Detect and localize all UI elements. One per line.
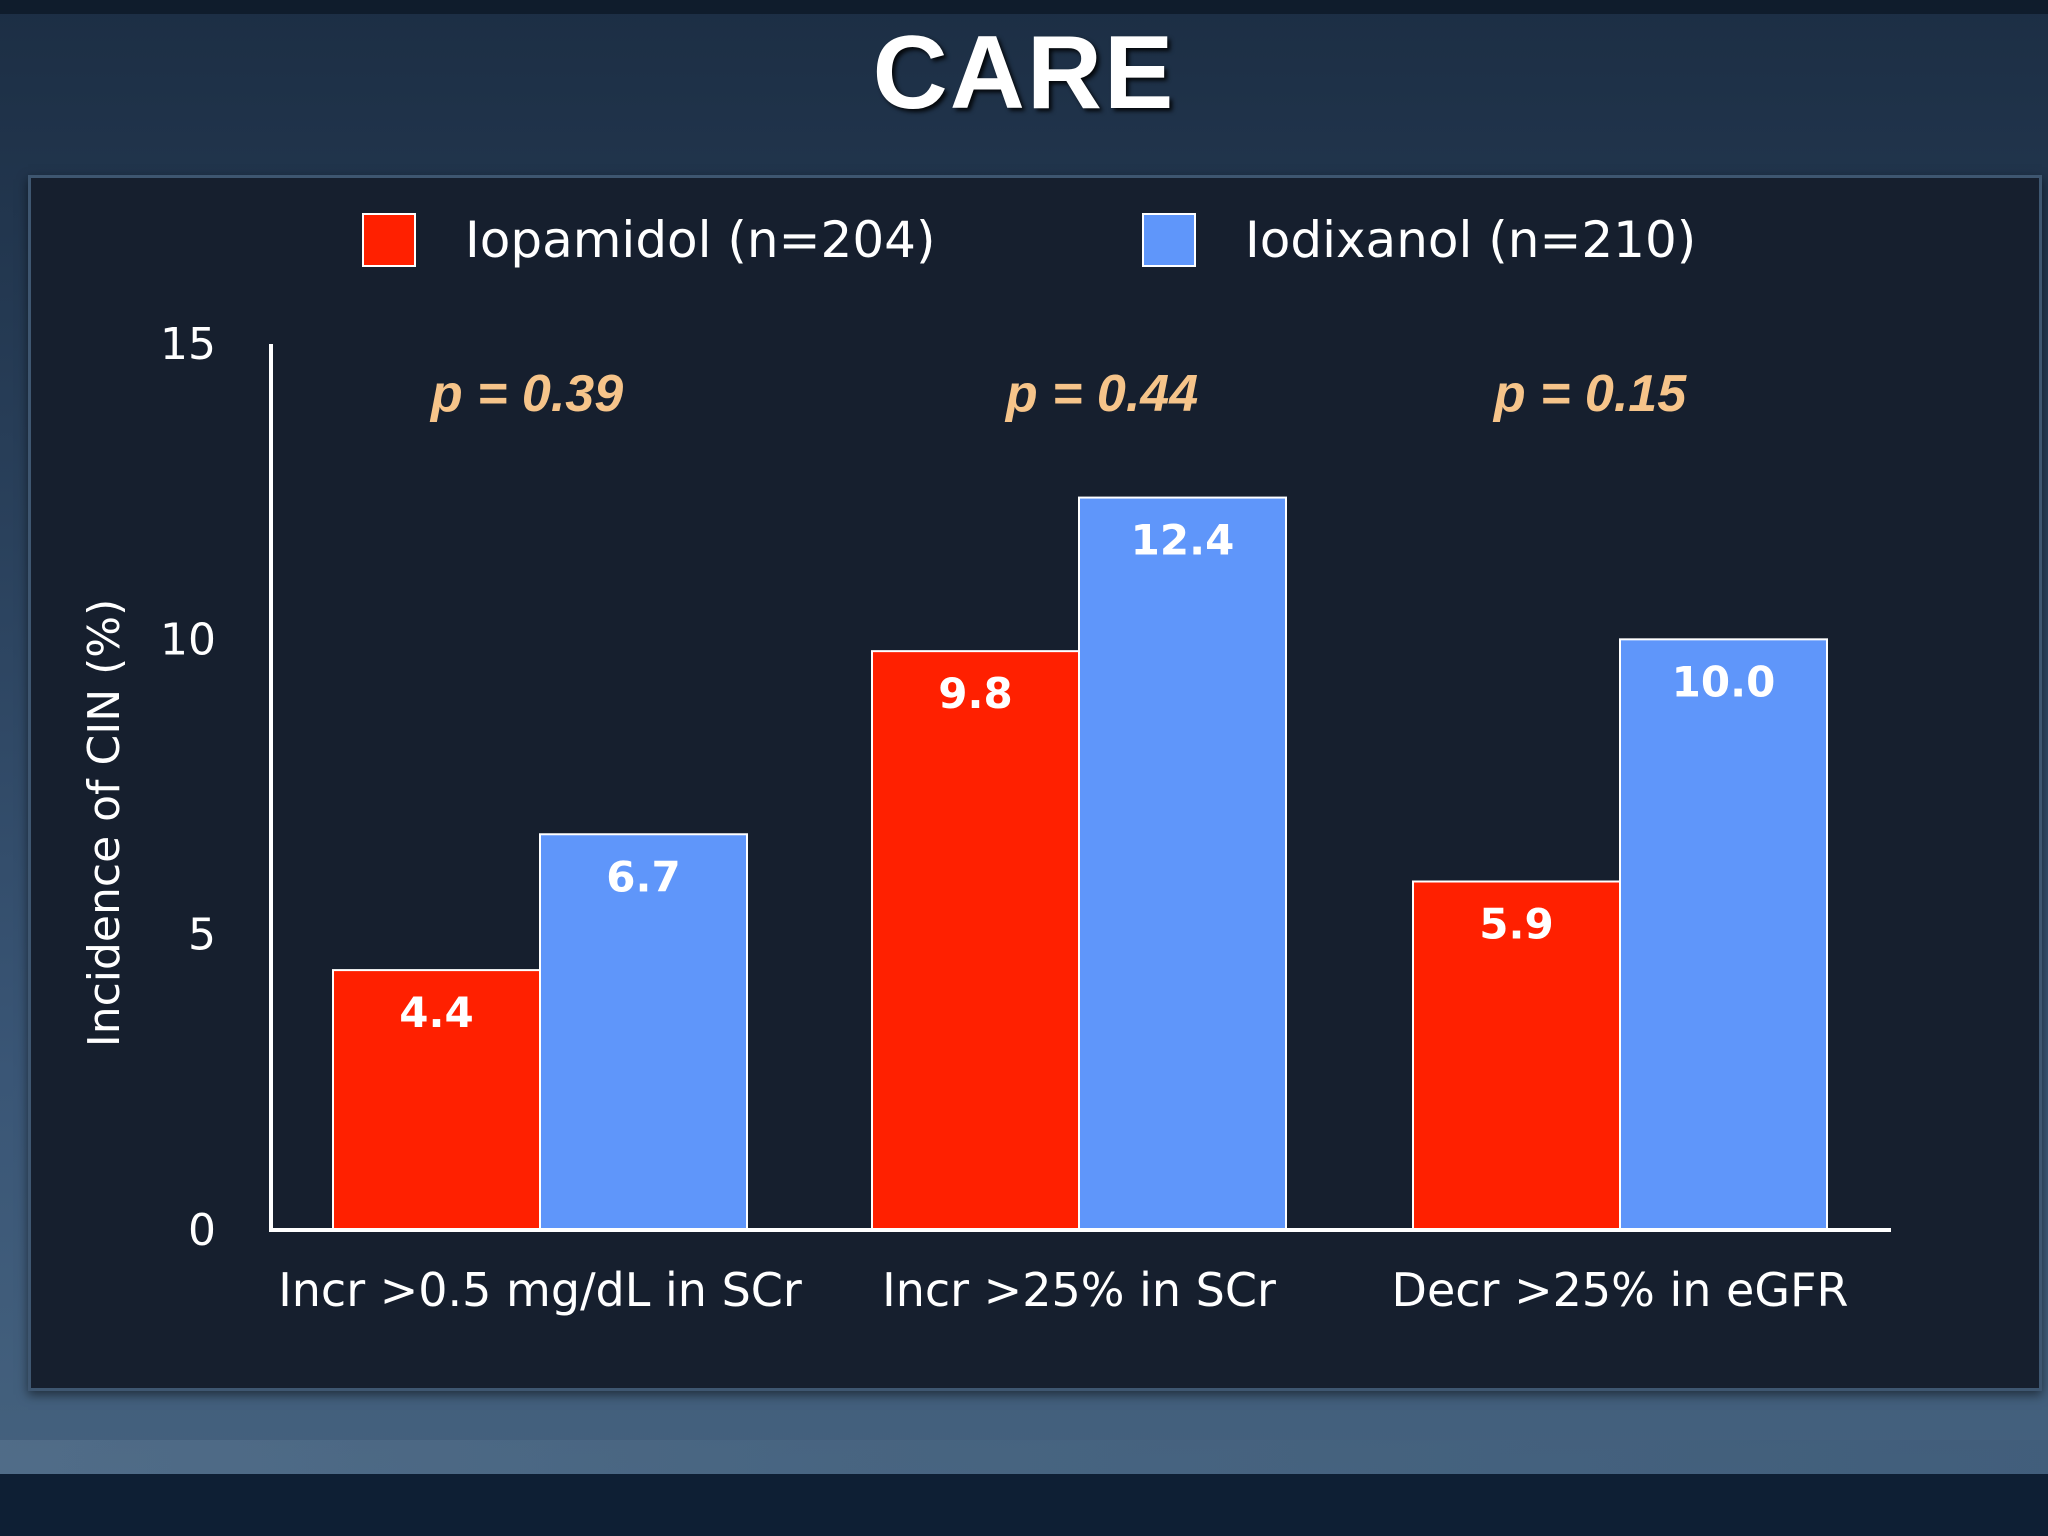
bar-series-1-2 xyxy=(871,650,1080,1231)
bar-series-1-1 xyxy=(332,969,541,1232)
bar-value-label: 10.0 xyxy=(1672,657,1776,706)
p-value-annotation: p = 0.15 xyxy=(1492,365,1687,423)
legend-swatch-series-1 xyxy=(362,213,416,267)
x-axis: Incr >0.5 mg/dL in SCr Incr >25% in SCr De… xyxy=(269,1228,1891,1317)
p-value-annotation: p = 0.39 xyxy=(429,365,623,423)
bar-value-label: 12.4 xyxy=(1131,516,1235,565)
x-category-label: Incr >0.5 mg/dL in SCr xyxy=(278,1263,802,1317)
x-category-label: Decr >25% in eGFR xyxy=(1392,1263,1849,1317)
bar-series-2-2 xyxy=(1078,496,1287,1232)
chart-legend: Iopamidol (n=204) Iodixanol (n=210) xyxy=(362,211,1696,269)
chart-panel: Iopamidol (n=204) Iodixanol (n=210) 0 5 10 1… xyxy=(28,175,2042,1391)
bar-series-1-3 xyxy=(1412,880,1621,1231)
bar-chart: Iopamidol (n=204) Iodixanol (n=210) 0 5 10 1… xyxy=(79,211,1891,1317)
bar-value-label: 9.8 xyxy=(938,669,1012,718)
y-tick-label: 5 xyxy=(188,910,216,961)
bar-value-label: 4.4 xyxy=(399,988,473,1037)
bars-group: 4.4 6.7 9.8 12.4 5.9 10.0 xyxy=(332,496,1828,1232)
bar-value-label: 6.7 xyxy=(606,852,680,901)
y-tick-label: 15 xyxy=(160,319,216,370)
y-axis: 0 5 10 15 Incidence of CIN (%) xyxy=(79,319,273,1256)
top-band xyxy=(0,0,2048,14)
legend-label-series-1: Iopamidol (n=204) xyxy=(465,211,935,269)
annotations-group: p = 0.39 p = 0.44 p = 0.15 xyxy=(429,365,1687,423)
p-value-annotation: p = 0.44 xyxy=(1004,365,1198,423)
x-category-label: Incr >25% in SCr xyxy=(882,1263,1276,1317)
legend-swatch-series-2 xyxy=(1142,213,1196,267)
bar-series-2-3 xyxy=(1619,638,1828,1232)
bar-value-label: 5.9 xyxy=(1479,900,1553,949)
y-tick-label: 10 xyxy=(160,614,216,665)
legend-label-series-2: Iodixanol (n=210) xyxy=(1245,211,1696,269)
slide-title: CARE xyxy=(872,15,1176,131)
y-tick-label: 0 xyxy=(188,1205,216,1256)
bottom-band xyxy=(0,1474,2048,1536)
y-axis-title: Incidence of CIN (%) xyxy=(79,599,130,1048)
bottom-swoosh xyxy=(0,1440,2048,1480)
